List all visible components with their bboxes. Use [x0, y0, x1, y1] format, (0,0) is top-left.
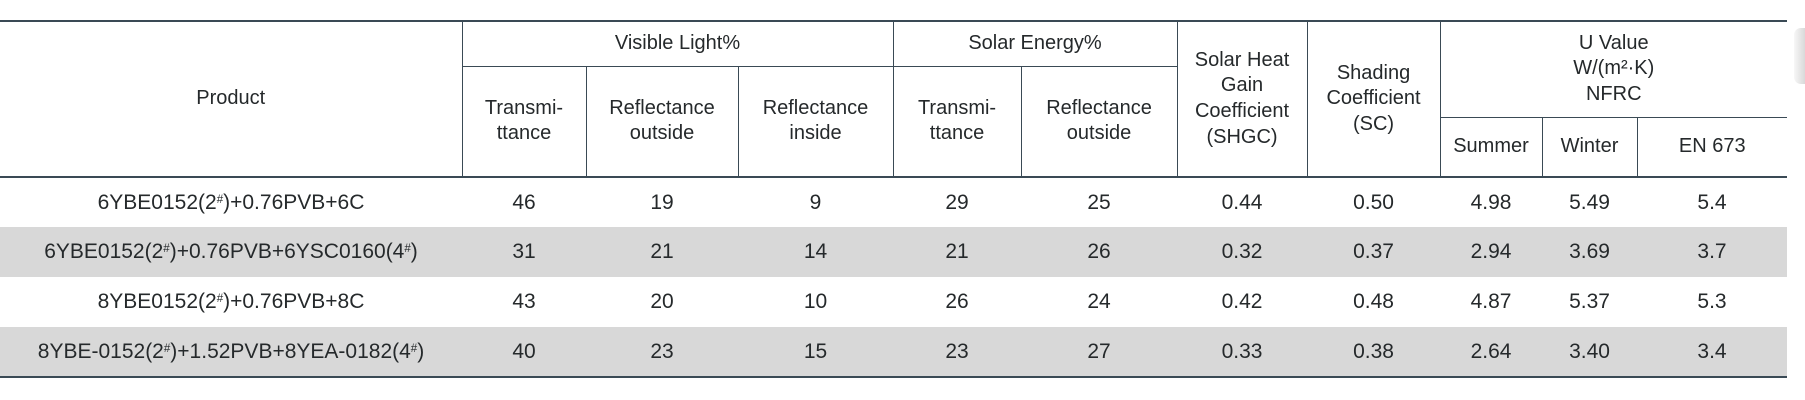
value-cell: 5.3 [1697, 290, 1727, 313]
value-cell: 0.33 [1177, 327, 1308, 377]
value-cell: 40 [462, 327, 586, 377]
value-cell: 0.48 [1353, 290, 1394, 313]
value-cell: 10 [803, 290, 828, 313]
value-cell: 43 [512, 290, 536, 313]
header-se-reflectance-outside: Reflectance outside [1020, 66, 1178, 177]
header-uvalue-winter: Winter [1541, 117, 1638, 177]
value-cell: 3.69 [1542, 227, 1638, 277]
header-uvalue-summer: Summer [1439, 117, 1543, 177]
value-cell: 15 [738, 327, 894, 377]
header-visible-light: Visible Light% [461, 21, 894, 67]
value-cell: 3.40 [1542, 327, 1638, 377]
table-row: 6YBE0152(2#)+0.76PVB+6YSC0160(4#) 31 21 … [0, 227, 1788, 277]
value-cell: 0.42 [1221, 290, 1263, 313]
value-cell: 23 [586, 327, 738, 377]
header-sc: Shading Coefficient (SC) [1306, 21, 1441, 177]
value-cell: 5.37 [1569, 290, 1610, 313]
value-cell: 23 [893, 327, 1022, 377]
value-cell: 25 [1021, 176, 1178, 227]
value-cell: 0.38 [1307, 327, 1441, 377]
product-cell: 8YBE-0152(2#)+1.52PVB+8YEA-0182(4#) [0, 327, 462, 377]
header-product: Product [196, 87, 266, 110]
value-cell: 0.37 [1307, 227, 1441, 277]
value-cell: 0.44 [1177, 176, 1308, 227]
value-cell: 27 [1021, 327, 1178, 377]
spec-table: Product Visible Light% Solar Energy% Sol… [0, 20, 1788, 378]
value-cell: 26 [1021, 227, 1178, 277]
table-body: 6YBE0152(2#)+0.76PVB+6C 46 19 9 29 25 0.… [0, 176, 1788, 377]
product-cell: 6YBE0152(2#)+0.76PVB+6YSC0160(4#) [0, 227, 462, 277]
header-row-groups: Product Visible Light% Solar Energy% Sol… [0, 21, 1788, 177]
value-cell: 2.64 [1440, 327, 1543, 377]
header-uvalue-en673: EN 673 [1636, 117, 1788, 177]
value-cell: 14 [738, 227, 894, 277]
header-row-subcolumns: Transmi- ttance Reflectance outside Refl… [0, 66, 1787, 177]
value-cell: 0.50 [1307, 176, 1441, 227]
value-cell: 29 [893, 176, 1022, 227]
value-cell: 24 [1087, 290, 1111, 313]
value-cell: 2.94 [1440, 227, 1543, 277]
value-cell: 3.7 [1637, 227, 1788, 277]
value-cell: 3.4 [1637, 327, 1788, 377]
value-cell: 4.98 [1440, 176, 1543, 227]
value-cell: 19 [586, 176, 738, 227]
table-row: 8YBE-0152(2#)+1.52PVB+8YEA-0182(4#) 40 2… [0, 327, 1788, 377]
table-row: 8YBE0152(2#)+0.76PVB+8C 43 20 10 26 24 0… [0, 277, 1787, 327]
value-cell: 0.32 [1177, 227, 1308, 277]
table-row: 6YBE0152(2#)+0.76PVB+6C 46 19 9 29 25 0.… [0, 176, 1788, 227]
value-cell: 5.49 [1542, 176, 1638, 227]
value-cell: 46 [462, 176, 586, 227]
header-shgc: Solar Heat Gain Coefficient (SHGC) [1176, 21, 1308, 177]
header-vl-transmittance: Transmi- ttance [461, 66, 586, 177]
scrollbar-thumb[interactable] [1794, 28, 1805, 84]
value-cell: 5.4 [1637, 176, 1788, 227]
table-header: Product Visible Light% Solar Energy% Sol… [0, 21, 1788, 177]
value-cell: 21 [893, 227, 1022, 277]
value-cell: 4.87 [1470, 290, 1512, 313]
value-cell: 21 [586, 227, 738, 277]
header-se-transmittance: Transmi- ttance [892, 66, 1022, 177]
header-vl-reflectance-outside: Reflectance outside [585, 66, 738, 177]
value-cell: 26 [945, 290, 969, 313]
product-cell: 8YBE0152(2#)+0.76PVB+8C [97, 290, 365, 313]
value-cell: 31 [462, 227, 586, 277]
header-solar-energy: Solar Energy% [892, 21, 1178, 67]
header-u-value: U Value W/(m²·K) NFRC [1439, 21, 1788, 118]
header-row-uvalue-subcolumns: Summer Winter EN 673 [0, 117, 1788, 177]
value-cell: 20 [650, 290, 674, 313]
header-vl-reflectance-inside: Reflectance inside [737, 66, 894, 177]
product-cell: 6YBE0152(2#)+0.76PVB+6C [0, 176, 462, 227]
value-cell: 9 [738, 176, 894, 227]
